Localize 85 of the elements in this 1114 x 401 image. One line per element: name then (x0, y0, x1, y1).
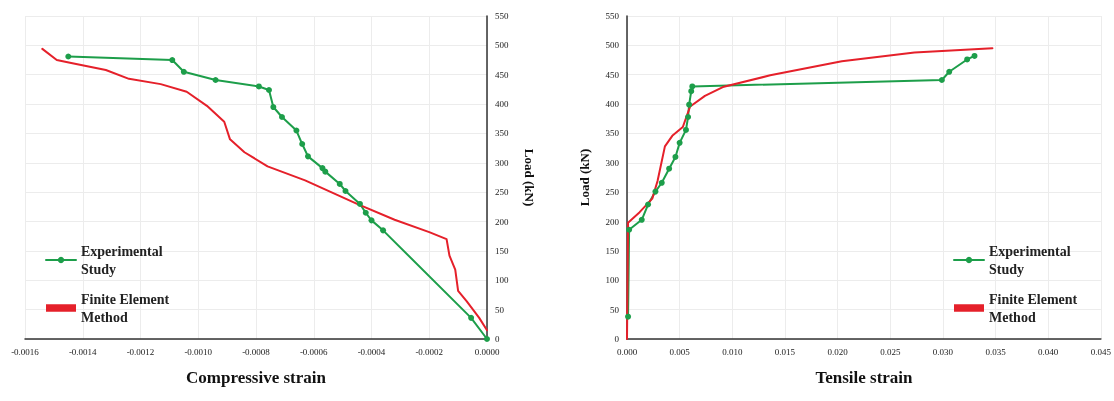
y-tick-label: 0 (614, 334, 620, 344)
x-tick-label: -0.0010 (184, 346, 213, 357)
legend-label: Finite Element Method (989, 291, 1081, 325)
point (278, 114, 285, 121)
point (304, 153, 311, 160)
y2-tick-label: 350 (495, 128, 509, 139)
x-tick-label: 0.0000 (474, 346, 500, 357)
point (638, 216, 645, 223)
x-tick-label: 0.000 (616, 346, 638, 357)
point (666, 165, 673, 172)
x-tick-label: 0.010 (722, 346, 743, 357)
point (484, 336, 490, 342)
x-axis-title: Tensile strain (815, 368, 914, 387)
x-tick-label: 0.005 (669, 346, 691, 357)
legend-label: Experimental Study (81, 243, 167, 277)
point (971, 52, 978, 59)
y2-tick-label: 500 (495, 40, 509, 51)
point (626, 226, 633, 233)
x-tick-label: -0.0016 (11, 346, 40, 357)
point (342, 188, 349, 195)
point (685, 114, 692, 121)
point (270, 104, 277, 111)
y-axis-title: Load (kN) (577, 148, 592, 207)
y2-tick-label: 450 (495, 69, 509, 80)
y-tick-label: 550 (605, 11, 620, 21)
x-tick-label: 0.030 (932, 346, 954, 357)
x-tick-label: 0.035 (985, 346, 1007, 357)
point (266, 87, 272, 93)
point (625, 313, 632, 320)
legend-label: Experimental Study (989, 243, 1075, 277)
point (336, 180, 343, 187)
y2-tick-label: 250 (495, 187, 509, 198)
x-tick-label: 0.040 (1038, 346, 1059, 357)
point (169, 57, 176, 64)
x-tick-label: -0.0002 (415, 346, 444, 357)
point (212, 77, 219, 84)
point (676, 139, 683, 146)
point (180, 68, 187, 75)
legend-label: Finite Element Method (81, 291, 173, 325)
y2-axis-title: Load (kN) (522, 148, 537, 207)
point (682, 126, 689, 133)
point (293, 127, 300, 134)
point (299, 141, 306, 148)
x-tick-label: 0.025 (880, 346, 901, 357)
y-tick-label: 500 (605, 40, 620, 51)
x-tick-label: 0.020 (827, 346, 849, 357)
point (964, 56, 971, 63)
y-tick-label: 400 (605, 99, 620, 110)
y-tick-label: 150 (605, 245, 620, 256)
y-tick-label: 100 (605, 275, 620, 286)
point (645, 201, 652, 208)
y2-tick-label: 0 (495, 334, 500, 344)
x-tick-label: 0.015 (774, 346, 796, 357)
point (380, 227, 387, 234)
y-tick-label: 250 (605, 187, 620, 198)
point (356, 200, 363, 207)
x-tick-label: -0.0004 (357, 346, 386, 357)
y-tick-label: 50 (610, 304, 620, 315)
point (255, 83, 262, 90)
y-tick-label: 450 (605, 69, 620, 80)
point (652, 188, 659, 195)
point (686, 101, 693, 108)
y2-tick-label: 200 (495, 216, 509, 227)
point (946, 68, 953, 75)
point (658, 179, 665, 186)
y2-tick-label: 100 (495, 275, 509, 286)
point (688, 88, 695, 95)
y2-tick-label: 50 (495, 304, 505, 315)
x-tick-label: -0.0006 (299, 346, 329, 357)
point (362, 209, 369, 216)
point (938, 77, 945, 84)
y2-tick-label: 300 (495, 157, 509, 168)
y-tick-label: 300 (605, 157, 620, 168)
point (672, 153, 679, 160)
x-tick-label: -0.0012 (126, 346, 155, 357)
x-axis-title: Compressive strain (186, 368, 327, 387)
y2-tick-label: 400 (495, 99, 509, 110)
x-tick-label: 0.045 (1090, 346, 1112, 357)
y-tick-label: 350 (605, 128, 620, 139)
point (468, 314, 475, 321)
x-tick-label: -0.0014 (68, 346, 98, 357)
y2-tick-label: 550 (495, 11, 509, 21)
y2-tick-label: 150 (495, 245, 509, 256)
y-tick-label: 200 (605, 216, 620, 227)
x-tick-label: -0.0008 (242, 346, 271, 357)
